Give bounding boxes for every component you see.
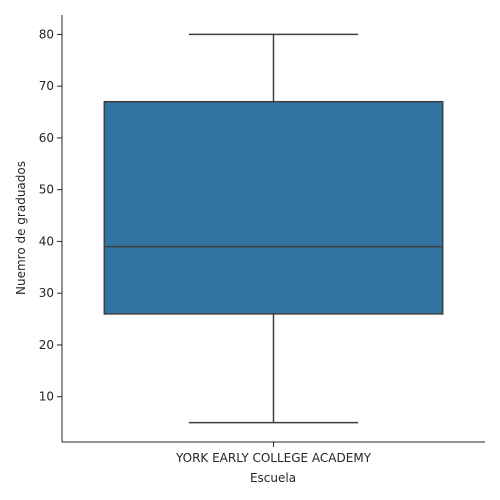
y-tick-label: 60: [39, 131, 54, 145]
y-axis-label: Nuemro de graduados: [14, 161, 28, 295]
boxes: [103, 33, 444, 424]
y-tick-label: 10: [39, 390, 54, 404]
x-axis: YORK EARLY COLLEGE ACADEMY: [62, 441, 485, 465]
x-tick-label: YORK EARLY COLLEGE ACADEMY: [175, 451, 372, 465]
y-tick-label: 50: [39, 183, 54, 197]
iqr-box: [103, 100, 444, 315]
x-ticks: YORK EARLY COLLEGE ACADEMY: [175, 442, 372, 465]
y-tick-label: 80: [39, 27, 54, 41]
y-tick-label: 20: [39, 338, 54, 352]
y-tick-label: 30: [39, 286, 54, 300]
y-tick-label: 40: [39, 234, 54, 248]
y-ticks: 10 20 30 40 50 60 70 80: [39, 27, 62, 404]
y-axis: 10 20 30 40 50 60 70 80: [39, 15, 63, 442]
y-tick-label: 70: [39, 79, 54, 93]
x-axis-label: Escuela: [250, 471, 296, 485]
